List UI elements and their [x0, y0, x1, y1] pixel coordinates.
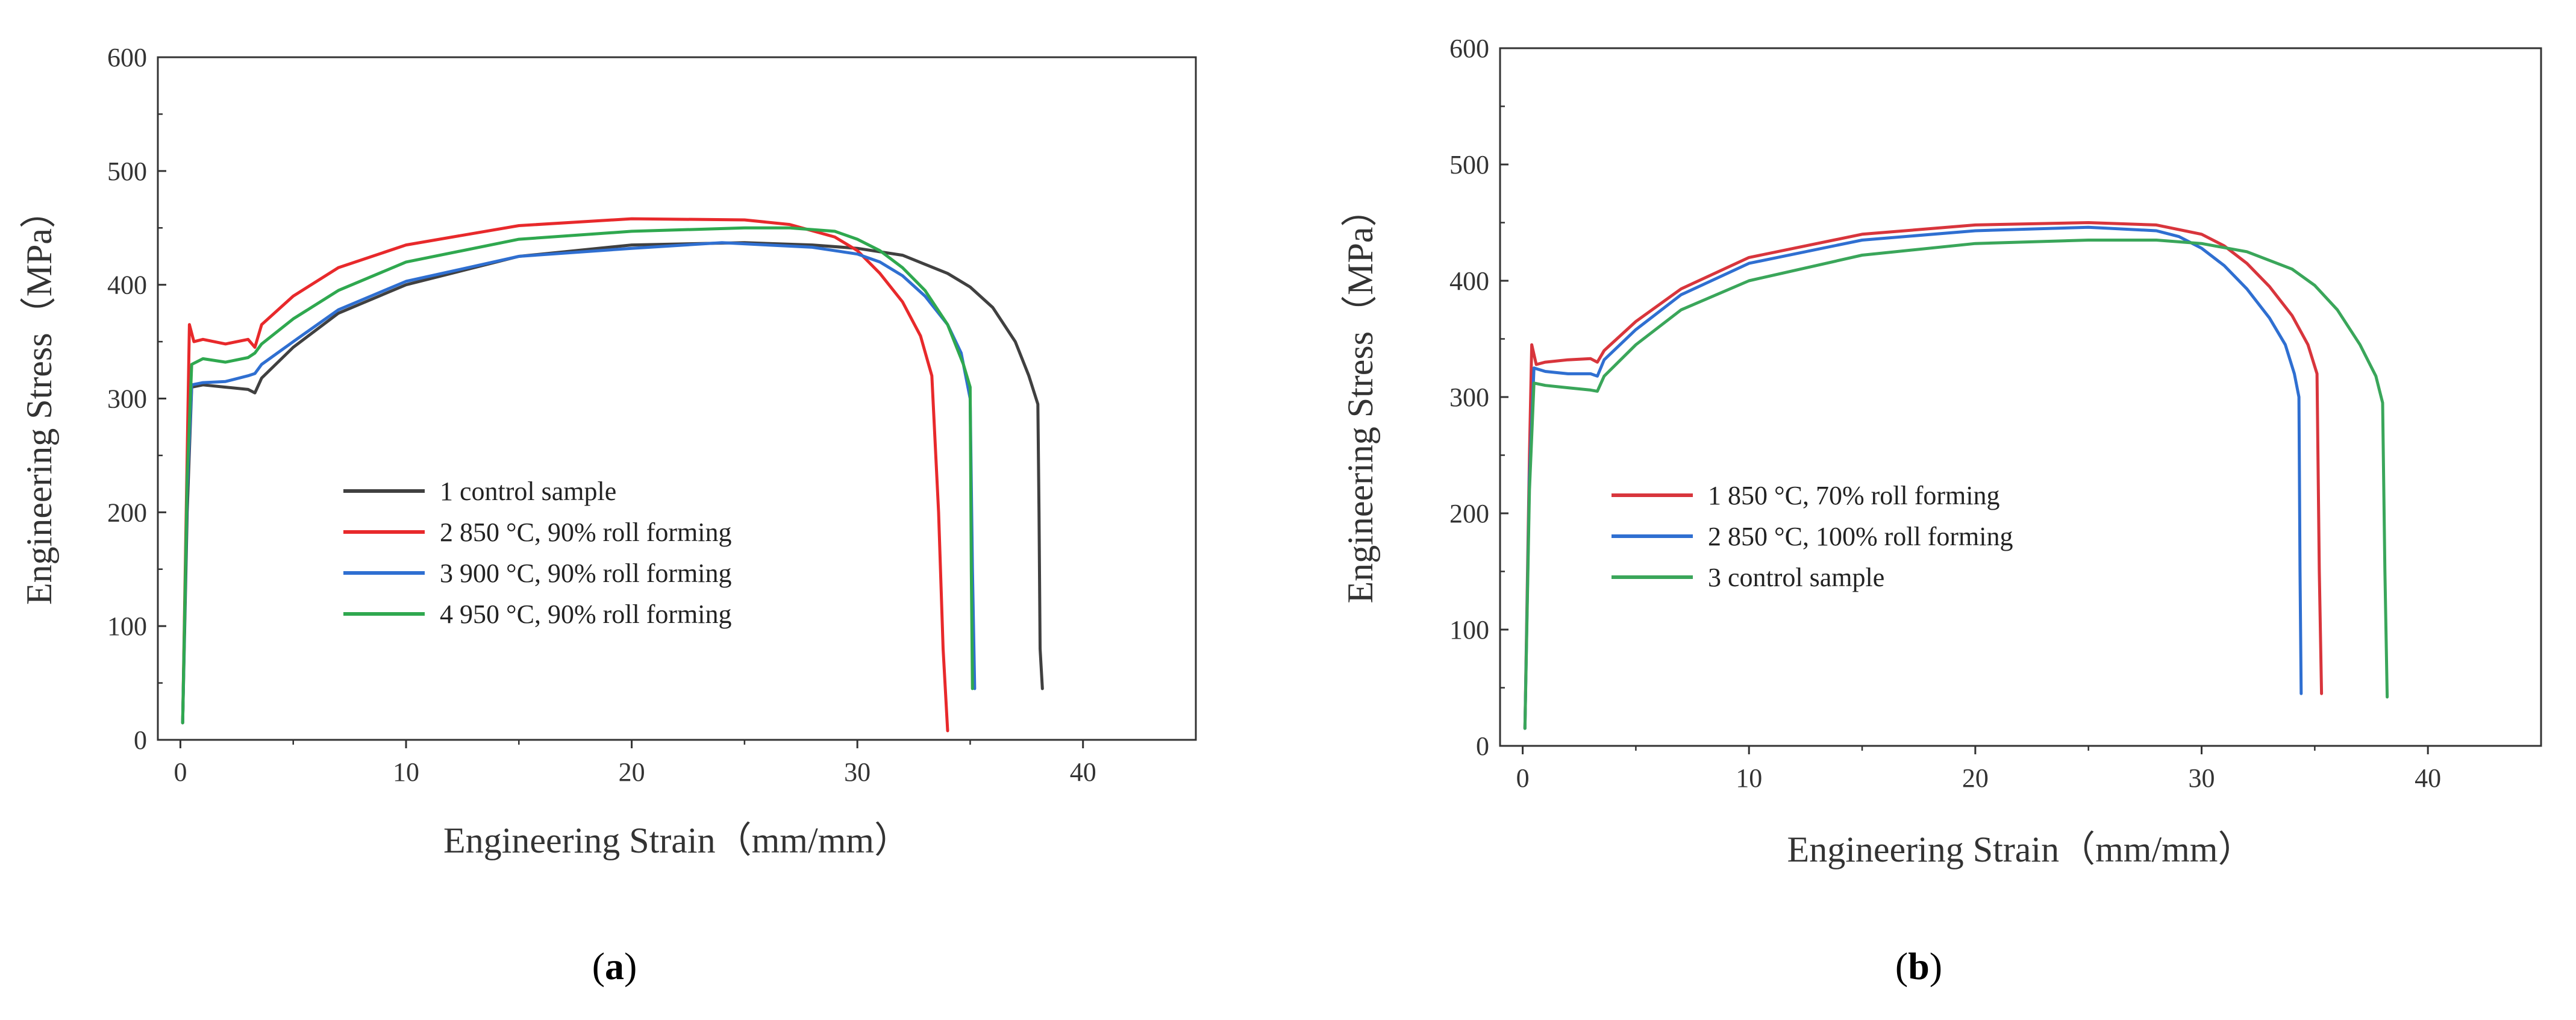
- y-tick-label-b-500: 500: [1449, 150, 1489, 180]
- y-tick-label-a-300: 300: [107, 384, 147, 414]
- y-axis-title-b: Engineering Stress（MPa）: [1340, 191, 1380, 604]
- legend-label-a-1: 1 control sample: [440, 477, 616, 506]
- legend-label-a-4: 4 950 °C, 90% roll forming: [440, 599, 731, 629]
- x-axis-title-b: Engineering Strain（mm/mm）: [1787, 830, 2254, 869]
- x-tick-label-a-0: 0: [174, 757, 187, 787]
- y-tick-label-b-400: 400: [1449, 266, 1489, 296]
- caption-b-letter: b: [1908, 945, 1930, 987]
- legend-label-b-1: 1 850 °C, 70% roll forming: [1708, 481, 1999, 510]
- y-tick-label-a-600: 600: [107, 43, 147, 72]
- caption-a-letter: a: [605, 945, 624, 987]
- x-tick-label-b-30: 30: [2189, 763, 2215, 793]
- legend-label-a-3: 3 900 °C, 90% roll forming: [440, 558, 731, 588]
- series-line-b-1: [1523, 221, 2324, 730]
- x-tick-label-a-30: 30: [844, 757, 871, 787]
- y-tick-label-b-200: 200: [1449, 499, 1489, 528]
- legend-label-a-2: 2 850 °C, 90% roll forming: [440, 518, 731, 547]
- x-tick-label-a-20: 20: [619, 757, 645, 787]
- caption-a: (a): [592, 945, 637, 987]
- series-line-a-2: [181, 217, 949, 733]
- y-tick-label-a-200: 200: [107, 498, 147, 527]
- caption-b: (b): [1895, 945, 1942, 987]
- x-tick-label-a-10: 10: [393, 757, 419, 787]
- y-tick-label-a-100: 100: [107, 612, 147, 641]
- x-tick-label-b-0: 0: [1516, 763, 1530, 793]
- y-tick-label-b-100: 100: [1449, 615, 1489, 645]
- x-tick-label-b-40: 40: [2415, 763, 2441, 793]
- y-tick-label-a-500: 500: [107, 157, 147, 186]
- y-axis-title-a: Engineering Stress（MPa）: [19, 192, 59, 605]
- panel-b-chart: 0 100 200 300 400 500 600 0 10 20 30 40 Engineering …: [1340, 34, 2542, 869]
- legend-label-b-3: 3 control sample: [1708, 563, 1884, 592]
- x-tick-label-b-20: 20: [1962, 763, 1989, 793]
- y-tick-label-a-0: 0: [134, 725, 147, 755]
- y-tick-label-b-0: 0: [1476, 731, 1489, 761]
- series-line-b-2: [1523, 225, 2303, 730]
- panel-a-chart: 0 100 200 300 400 500 600 0 10 20 30 40 Engineering …: [19, 43, 1197, 860]
- y-tick-label-b-600: 600: [1449, 34, 1489, 63]
- y-tick-label-b-300: 300: [1449, 383, 1489, 412]
- x-tick-label-b-10: 10: [1736, 763, 1762, 793]
- legend-label-b-2: 2 850 °C, 100% roll forming: [1708, 522, 2013, 551]
- x-tick-label-a-40: 40: [1070, 757, 1096, 787]
- series-line-a-4: [181, 226, 974, 725]
- y-tick-label-a-400: 400: [107, 271, 147, 300]
- series-line-b-3: [1523, 239, 2389, 730]
- x-axis-title-a: Engineering Strain（mm/mm）: [443, 821, 910, 860]
